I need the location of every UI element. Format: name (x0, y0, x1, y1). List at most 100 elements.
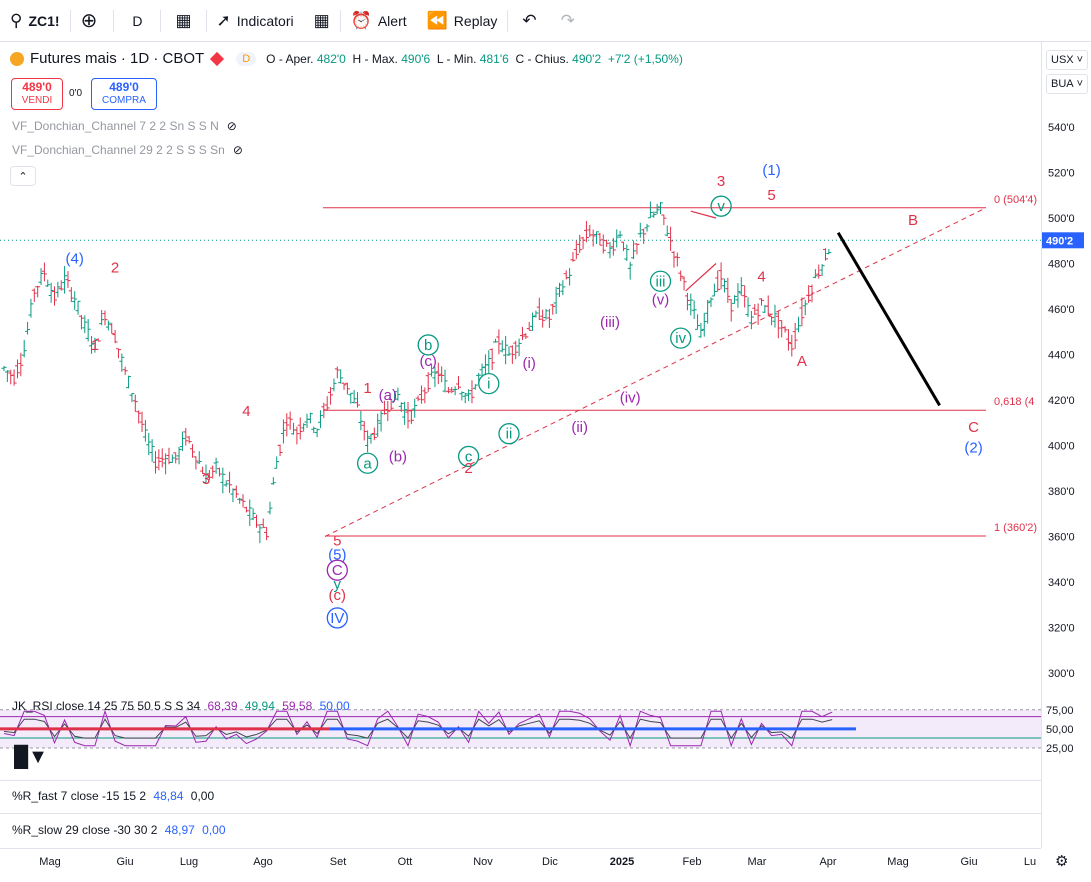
ohlc-bar (519, 326, 525, 341)
ohlc-bar (742, 285, 748, 308)
ohlc-bar (190, 444, 196, 458)
ohlc-bar (701, 312, 707, 337)
price-chart[interactable]: 0 (504'4)0,618 (41 (360'2)(4)21345(5)Cy(… (0, 42, 1041, 876)
ohlc-bar (355, 392, 360, 408)
ohlc-bar (361, 420, 367, 441)
indicator-donchian-29[interactable]: VF_Donchian_Channel 29 2 2 S S S Sn ⊘ (12, 143, 243, 157)
ohlc-bar (115, 348, 121, 359)
wave-label: (1) (762, 162, 780, 179)
interval-button[interactable]: D (114, 0, 160, 42)
low-value: 481'6 (479, 51, 509, 66)
rfast-label: %R_fast 7 close -15 15 2 (12, 789, 147, 803)
wave-label: a (363, 455, 372, 472)
alert-button[interactable]: ⏰ Alert (341, 0, 417, 42)
symbol-search[interactable]: ⚲ ZC1! (0, 0, 70, 42)
eye-hidden-icon[interactable]: ⊘ (232, 143, 243, 157)
indicators-button[interactable]: ➚ Indicatori (207, 0, 304, 42)
ohlc-bar (664, 225, 670, 237)
ohlc-bar (466, 389, 472, 402)
ohlc-bar (264, 526, 270, 541)
chart-type-button[interactable]: ▦ (161, 0, 205, 42)
ohlc-bar (213, 457, 219, 474)
ohlc-bar (4, 370, 10, 382)
eye-hidden-icon[interactable]: ⊘ (226, 119, 237, 133)
ohlc-bar (99, 310, 105, 326)
top-toolbar: ⚲ ZC1! ⊕ D ▦ ➚ Indicatori ▦ ⏰ Alert ⏪ Re… (0, 0, 1091, 42)
wave-label: (c) (419, 353, 437, 370)
ohlc-bar (785, 329, 791, 351)
ohlc-bar (718, 262, 724, 290)
alert-label: Alert (377, 12, 407, 29)
wave-label-circle (649, 270, 672, 292)
ohlc-bar (230, 488, 236, 503)
ohlc-bar (105, 320, 111, 331)
ohlc-bar (580, 236, 586, 250)
toolbar-divider (160, 9, 162, 32)
ohlc-bar (385, 401, 391, 422)
ohlc-bar (671, 251, 677, 268)
ohlc-bar (375, 413, 381, 437)
ohlc-bar (523, 333, 529, 339)
currency-selector[interactable]: USX ˅ (1046, 50, 1088, 70)
collapse-legend-button[interactable]: ⌃ (10, 166, 36, 186)
wave-label-circle (670, 327, 692, 349)
ohlc-bar (607, 242, 613, 259)
ohlc-bar (334, 366, 340, 379)
pane-divider[interactable] (0, 813, 1041, 814)
ohlc-bar (681, 276, 687, 291)
indicator-donchian-7[interactable]: VF_Donchian_Channel 7 2 2 Sn S S N ⊘ (12, 119, 237, 133)
time-tick: Ago (253, 856, 273, 868)
ohlc-bar (45, 279, 51, 287)
ohlc-bar (200, 466, 206, 475)
ohlc-bar (688, 293, 694, 316)
chart-settings-button[interactable]: ⚙ (1055, 852, 1068, 870)
ohlc-bar (422, 387, 428, 404)
time-axis[interactable]: Mag Giu Lug Ago Set Ott Nov Dic 2025 Feb Mar Apr Mag… (0, 848, 1041, 876)
ohlc-bar (89, 336, 95, 354)
unit-label: BUA (1051, 78, 1074, 90)
undo-button[interactable]: ↶ (508, 0, 550, 42)
ohlc-bar (684, 292, 690, 311)
price-axis[interactable]: USX ˅ BUA ˅ 540'0 520'0 500'0 480'0 460'0 440… (1041, 42, 1091, 848)
time-tick: Set (330, 856, 347, 868)
bar-chart-type-icon: ▦ (175, 10, 192, 30)
sell-button[interactable]: 489'0 VENDI (11, 78, 63, 110)
change-value: +7'2 (+1,50%) (607, 51, 683, 66)
price-tick: 400'0 (1048, 441, 1075, 453)
ohlc-bar (641, 228, 647, 244)
ohlc-bar (789, 334, 795, 357)
rsi-value: 68,39 (207, 699, 238, 713)
templates-button[interactable]: ▦ (304, 0, 340, 42)
ohlc-bar (728, 299, 734, 322)
ohlc-bar (176, 446, 182, 465)
ohlc-bar (311, 426, 317, 433)
wave-label: C (968, 419, 979, 436)
undo-icon: ↶ (522, 10, 537, 30)
ohlc-bar (146, 433, 152, 456)
interval-label: D (132, 12, 143, 29)
price-tick: 540'0 (1048, 122, 1075, 134)
compare-button[interactable]: ⊕ (71, 0, 114, 42)
ohlc-bar (432, 366, 438, 388)
ohlc-bar (775, 310, 781, 339)
ohlc-bar (85, 319, 91, 342)
data-status-pill[interactable]: D (236, 51, 257, 66)
ohlc-bar (812, 269, 818, 279)
replay-button[interactable]: ⏪ Replay (417, 0, 508, 42)
rsi-line (3, 709, 833, 748)
ohlc-bar (647, 201, 653, 219)
ohlc-bar (553, 286, 559, 314)
ohlc-bar (631, 240, 637, 260)
ohlc-bar (759, 298, 764, 306)
rsi-value: 50,00 (319, 699, 350, 713)
wave-label: 5 (767, 187, 775, 204)
rewind-icon: ⏪ (426, 10, 448, 30)
redo-button[interactable]: ↷ (551, 0, 585, 42)
pane-divider[interactable] (0, 780, 1041, 781)
buy-button[interactable]: 489'0 COMPRA (91, 78, 157, 110)
unit-selector[interactable]: BUA ˅ (1046, 74, 1088, 94)
ohlc-bar (173, 452, 179, 464)
wave-label: (b) (389, 448, 407, 465)
time-tick: 2025 (610, 856, 634, 868)
ohlc-bar (721, 278, 727, 293)
